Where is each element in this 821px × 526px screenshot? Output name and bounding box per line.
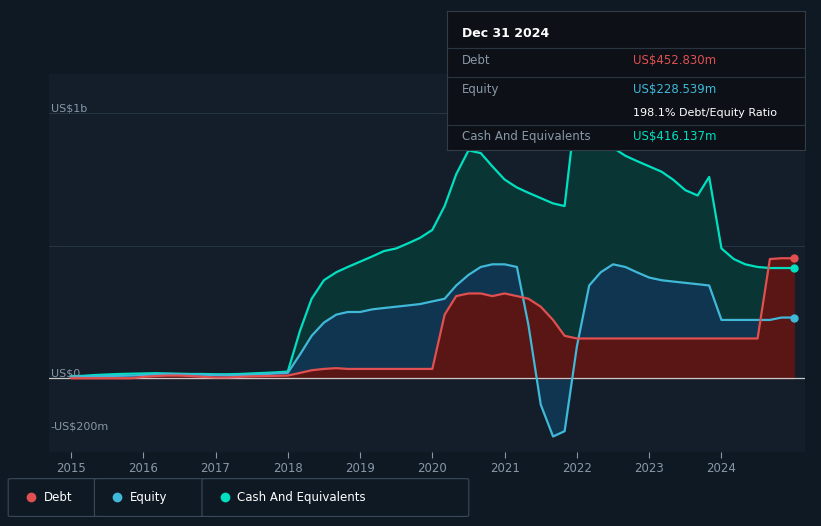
Text: US$0: US$0 (51, 368, 80, 378)
FancyBboxPatch shape (94, 479, 212, 517)
Text: Equity: Equity (461, 83, 499, 96)
Text: US$1b: US$1b (51, 104, 87, 114)
Text: Debt: Debt (44, 491, 72, 503)
Text: 198.1% Debt/Equity Ratio: 198.1% Debt/Equity Ratio (633, 108, 777, 118)
Text: Equity: Equity (130, 491, 167, 503)
Text: US$416.137m: US$416.137m (633, 130, 717, 144)
Text: -US$200m: -US$200m (51, 421, 109, 431)
Text: Debt: Debt (461, 54, 490, 67)
Text: US$228.539m: US$228.539m (633, 83, 717, 96)
Text: US$452.830m: US$452.830m (633, 54, 716, 67)
Text: Cash And Equivalents: Cash And Equivalents (461, 130, 590, 144)
Text: Cash And Equivalents: Cash And Equivalents (237, 491, 366, 503)
Text: Dec 31 2024: Dec 31 2024 (461, 27, 549, 41)
FancyBboxPatch shape (202, 479, 469, 517)
FancyBboxPatch shape (8, 479, 104, 517)
